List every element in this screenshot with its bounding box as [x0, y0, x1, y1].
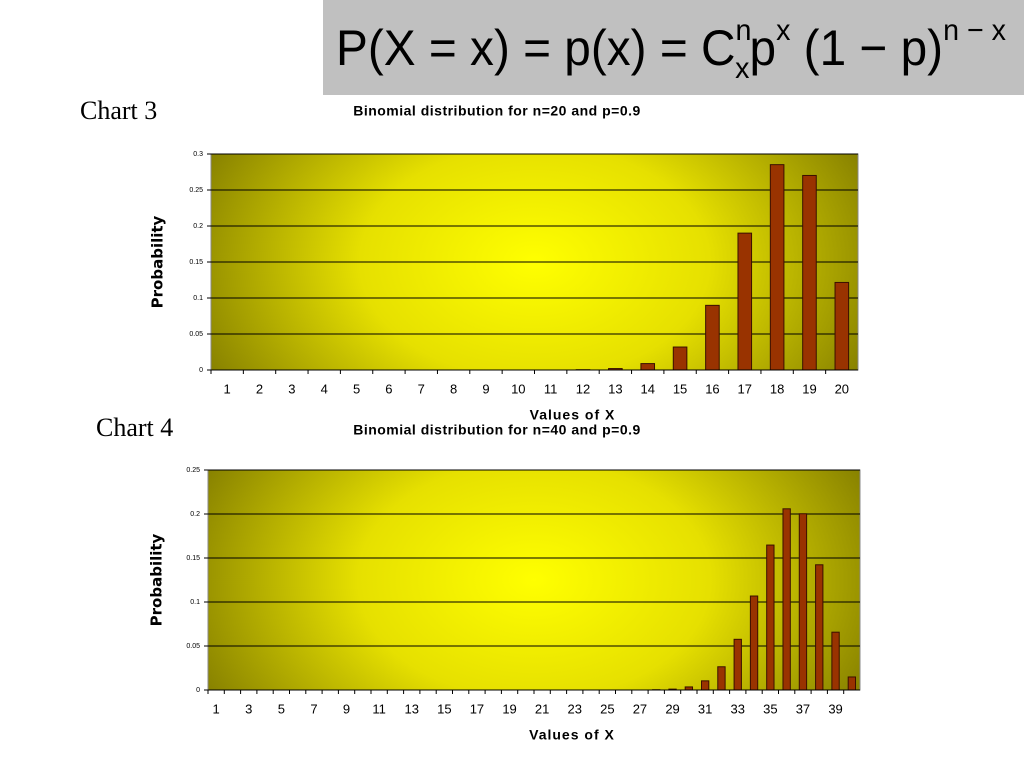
x-tick-label: 21	[535, 701, 549, 716]
x-tick-label: 13	[405, 701, 419, 716]
x-tick-label: 19	[802, 381, 816, 396]
x-tick-label: 11	[372, 701, 386, 716]
x-tick-label: 27	[633, 701, 647, 716]
y-tick-label: 0.15	[189, 259, 203, 266]
x-tick-label: 5	[353, 381, 360, 396]
bar	[815, 564, 824, 691]
x-tick-label: 17	[738, 381, 752, 396]
y-tick-label: 0.25	[189, 187, 203, 194]
x-tick-label: 19	[502, 701, 516, 716]
chart-label: Chart 4	[96, 413, 173, 442]
x-tick-label: 31	[698, 701, 712, 716]
x-tick-label: 1	[224, 381, 231, 396]
bar	[834, 281, 850, 371]
formula-part: x	[735, 52, 749, 85]
bar	[798, 513, 808, 691]
x-tick-label: 4	[321, 381, 328, 396]
x-tick-label: 15	[437, 701, 451, 716]
x-tick-label: 25	[600, 701, 614, 716]
formula-part: P(X = x) = p(x) = C	[336, 20, 735, 76]
chart-title: Binomial distribution for n=40 and p=0.9	[353, 422, 641, 438]
bar	[737, 232, 753, 371]
x-tick-label: 5	[278, 701, 285, 716]
x-axis-title: Values of X	[530, 407, 616, 423]
y-axis-title: Probability	[149, 215, 167, 308]
x-tick-label: 33	[731, 701, 745, 716]
x-tick-label: 3	[245, 701, 252, 716]
plot-area	[207, 469, 861, 691]
formula-part: (1 − p)	[790, 20, 943, 76]
formula-part: n	[735, 14, 751, 47]
bar	[847, 676, 857, 691]
x-tick-label: 8	[450, 381, 457, 396]
y-tick-label: 0	[196, 687, 200, 694]
y-tick-label: 0.1	[190, 599, 200, 606]
bar	[700, 680, 710, 691]
bar	[769, 164, 785, 371]
y-tick-label: 0.3	[193, 151, 203, 158]
chart-label: Chart 3	[80, 96, 157, 125]
x-tick-label: 15	[673, 381, 687, 396]
bar	[640, 363, 656, 371]
x-tick-label: 7	[310, 701, 317, 716]
x-tick-label: 20	[835, 381, 849, 396]
x-axis-title: Values of X	[529, 727, 615, 743]
chart-title: Binomial distribution for n=20 and p=0.9	[353, 103, 641, 119]
x-tick-label: 37	[796, 701, 810, 716]
x-tick-label: 23	[568, 701, 582, 716]
y-tick-label: 0.2	[193, 223, 203, 230]
bar	[802, 174, 817, 371]
y-tick-label: 0.2	[190, 511, 200, 518]
y-tick-label: 0.05	[189, 331, 203, 338]
x-tick-label: 2	[256, 381, 263, 396]
x-tick-label: 12	[576, 381, 590, 396]
formula-part: p	[750, 20, 777, 76]
bar	[705, 304, 720, 371]
y-tick-label: 0.15	[186, 555, 200, 562]
x-tick-label: 7	[418, 381, 425, 396]
bar	[831, 631, 840, 691]
formula-box	[323, 0, 1024, 95]
x-tick-label: 3	[288, 381, 295, 396]
bar	[672, 346, 688, 371]
x-tick-label: 6	[385, 381, 392, 396]
formula: P(X = x) = p(x) = Cn xpx (1 − p)n − x	[336, 14, 1006, 85]
bar	[749, 595, 759, 691]
formula-part: n − x	[943, 14, 1006, 47]
x-tick-label: 39	[828, 701, 842, 716]
y-tick-label: 0.1	[193, 295, 203, 302]
x-tick-label: 16	[705, 381, 719, 396]
x-tick-label: 18	[770, 381, 784, 396]
bar	[766, 544, 775, 691]
bar	[717, 666, 726, 691]
x-tick-label: 9	[482, 381, 489, 396]
formula-part: x	[776, 14, 790, 47]
x-tick-label: 35	[763, 701, 777, 716]
x-tick-label: 9	[343, 701, 350, 716]
x-tick-label: 11	[544, 381, 558, 396]
x-tick-label: 29	[665, 701, 679, 716]
x-tick-label: 14	[640, 381, 654, 396]
x-tick-label: 10	[511, 381, 525, 396]
y-tick-label: 0.05	[186, 643, 200, 650]
x-tick-label: 13	[608, 381, 622, 396]
y-tick-label: 0	[199, 367, 203, 374]
bar	[782, 508, 791, 691]
y-axis-title: Probability	[148, 533, 166, 626]
x-tick-label: 17	[470, 701, 484, 716]
bar	[733, 638, 742, 691]
x-tick-label: 1	[213, 701, 220, 716]
y-tick-label: 0.25	[186, 467, 200, 474]
